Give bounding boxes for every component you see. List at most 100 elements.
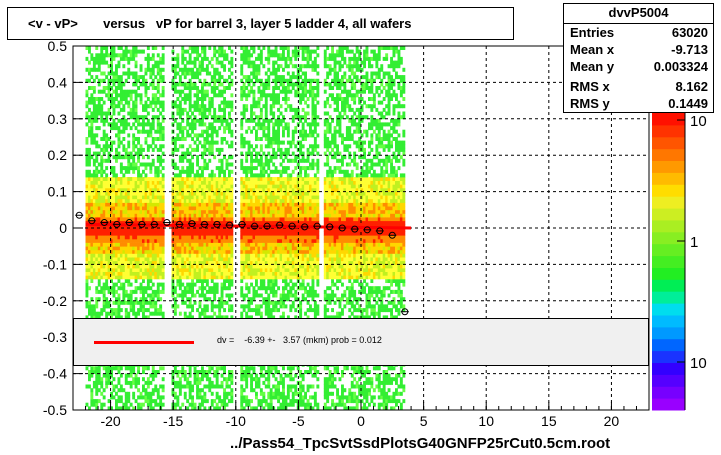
heatmap-cell (90, 173, 94, 178)
heatmap-cell (218, 238, 222, 243)
heatmap-cell (173, 202, 177, 207)
heatmap-cell (223, 213, 226, 218)
heatmap-cell (122, 275, 126, 280)
heatmap-cell (240, 122, 244, 127)
heatmap-cell (151, 242, 155, 247)
heatmap-cell (100, 188, 104, 192)
heatmap-cell (181, 188, 185, 192)
heatmap-cell (274, 282, 278, 287)
heatmap-cell (134, 162, 138, 167)
heatmap-cell (100, 377, 104, 382)
heatmap-cell (193, 260, 197, 265)
heatmap-cell (107, 158, 111, 163)
heatmap-cell (230, 271, 234, 276)
heatmap-cell (252, 60, 256, 65)
heatmap-cell (154, 264, 158, 269)
heatmap-cell (85, 257, 89, 262)
heatmap-cell (225, 300, 229, 305)
heatmap-cell (95, 151, 99, 156)
heatmap-cell (264, 133, 268, 138)
heatmap-cell (183, 188, 187, 192)
heatmap-cell (213, 209, 217, 214)
heatmap-cell (100, 147, 104, 152)
heatmap-cell (208, 71, 212, 76)
heatmap-cell (127, 71, 131, 76)
heatmap-cell (274, 100, 278, 105)
heatmap-cell (90, 311, 94, 316)
heatmap-cell (85, 286, 89, 291)
heatmap-cell (92, 133, 96, 138)
heatmap-cell (85, 293, 89, 298)
heatmap-cell (225, 231, 229, 236)
heatmap-cell (205, 188, 209, 192)
heatmap-cell (156, 60, 160, 65)
heatmap-cell (137, 195, 140, 200)
heatmap-cell (173, 231, 177, 236)
heatmap-cell (252, 191, 256, 196)
heatmap-cell (193, 82, 197, 87)
heatmap-cell (183, 100, 187, 105)
heatmap-cell (259, 402, 263, 407)
heatmap-cell (183, 373, 187, 378)
heatmap-cell (181, 180, 185, 185)
heatmap-cell (176, 60, 180, 65)
heatmap-cell (210, 177, 214, 181)
heatmap-cell (250, 268, 253, 272)
heatmap-cell (112, 264, 116, 269)
heatmap-cell (117, 380, 121, 385)
heatmap-cell (134, 246, 138, 251)
heatmap-cell (228, 260, 231, 265)
heatmap-cell (142, 217, 145, 222)
heatmap-cell (159, 228, 163, 232)
heatmap-cell (110, 46, 113, 50)
heatmap-cell (132, 391, 136, 396)
heatmap-cell (110, 238, 113, 243)
heatmap-cell (142, 275, 145, 280)
heatmap-cell (181, 198, 185, 203)
heatmap-cell (97, 235, 101, 240)
heatmap-cell (205, 206, 209, 211)
heatmap-cell (250, 53, 253, 58)
heatmap-cell (142, 300, 145, 305)
heatmap-cell (262, 173, 266, 178)
heatmap-cell (105, 166, 109, 171)
heatmap-cell (117, 286, 121, 291)
heatmap-cell (115, 289, 118, 294)
heatmap-cell (142, 122, 145, 127)
heatmap-cell (117, 395, 121, 400)
heatmap-cell (215, 246, 219, 251)
heatmap-cell (262, 275, 266, 280)
heatmap-cell (149, 242, 153, 247)
heatmap-cell (154, 370, 158, 374)
heatmap-cell (90, 115, 94, 120)
heatmap-cell (122, 224, 126, 229)
heatmap-cell (259, 253, 263, 258)
heatmap-cell (203, 111, 207, 116)
heatmap-cell (262, 242, 266, 247)
heatmap-cell (159, 158, 163, 163)
heatmap-cell (262, 133, 266, 138)
heatmap-cell (88, 158, 91, 163)
heatmap-cell (134, 399, 138, 404)
heatmap-cell (213, 282, 217, 287)
heatmap-cell (218, 107, 222, 112)
heatmap-cell (149, 395, 153, 400)
heatmap-cell (100, 56, 104, 61)
heatmap-cell (122, 206, 126, 211)
heatmap-cell (242, 111, 246, 116)
heatmap-cell (115, 257, 118, 262)
heatmap-cell (102, 271, 106, 276)
heatmap-cell (186, 220, 190, 225)
heatmap-cell (255, 311, 258, 316)
heatmap-cell (107, 370, 111, 374)
heatmap-cell (92, 67, 96, 72)
heatmap-cell (208, 104, 212, 109)
heatmap-cell (262, 86, 266, 90)
heatmap-cell (139, 184, 143, 189)
heatmap-cell (149, 162, 153, 167)
heatmap-cell (105, 380, 109, 385)
heatmap-cell (110, 257, 113, 262)
heatmap-cell (272, 213, 276, 218)
heatmap-cell (245, 402, 249, 407)
heatmap-cell (269, 257, 273, 262)
